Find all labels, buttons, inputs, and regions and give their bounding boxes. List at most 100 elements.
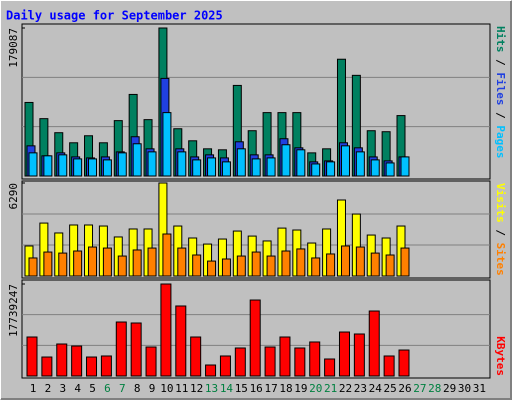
bar [132, 143, 142, 177]
bar [368, 310, 380, 377]
x-tick-label: 28 [428, 382, 441, 395]
bar [58, 154, 68, 177]
x-tick-label: 6 [104, 382, 111, 395]
y-tick-label: 17739247 [7, 284, 20, 337]
legend-entry: Pages [494, 125, 507, 158]
bar [398, 349, 410, 377]
bar [385, 162, 395, 177]
bar [296, 149, 306, 177]
bar [58, 252, 68, 277]
legend: KBytes [494, 336, 507, 376]
bar [88, 246, 98, 277]
x-tick-label: 15 [235, 382, 248, 395]
bar [160, 283, 172, 377]
bar [205, 364, 217, 377]
bar [251, 251, 261, 277]
legend: Visits / Sites [494, 183, 507, 276]
x-tick-label: 21 [324, 382, 337, 395]
bar [281, 250, 291, 277]
x-tick-label: 12 [190, 382, 203, 395]
bar [294, 347, 306, 377]
x-tick-label: 29 [443, 382, 456, 395]
bar [177, 247, 187, 277]
x-tick-label: 14 [220, 382, 234, 395]
bar [236, 255, 246, 277]
x-tick-label: 10 [160, 382, 173, 395]
x-tick-label: 31 [473, 382, 486, 395]
x-tick-label: 20 [309, 382, 322, 395]
chart-title: Daily usage for September 2025 [6, 9, 223, 23]
x-tick-label: 16 [250, 382, 263, 395]
legend: Hits / Files / Pages [494, 26, 507, 159]
bar [370, 159, 380, 177]
legend-entry: Sites [494, 243, 507, 276]
bar [102, 159, 112, 177]
bar [28, 152, 38, 177]
bar [117, 152, 127, 177]
legend-separator: / [494, 53, 507, 73]
bar [370, 252, 380, 277]
bar [400, 247, 410, 277]
legend-entry: Visits [494, 183, 507, 223]
legend-entry: KBytes [494, 336, 507, 376]
bar [355, 151, 365, 177]
x-tick-label: 4 [74, 382, 81, 395]
x-tick-label: 1 [30, 382, 37, 395]
bar [100, 355, 112, 377]
x-tick-label: 19 [294, 382, 307, 395]
bar [41, 356, 53, 377]
bar [162, 112, 172, 177]
x-tick-label: 2 [45, 382, 52, 395]
x-tick-label: 25 [383, 382, 396, 395]
bar [338, 331, 350, 377]
bar [56, 343, 68, 377]
bar [266, 255, 276, 277]
x-tick-label: 24 [369, 382, 383, 395]
x-tick-label: 8 [134, 382, 141, 395]
x-tick-label: 13 [205, 382, 218, 395]
y-tick-label: 179087 [7, 28, 20, 68]
bar [340, 145, 350, 177]
bar [207, 157, 217, 177]
bar [383, 355, 395, 377]
x-tick-label: 17 [264, 382, 277, 395]
y-tick-label: 6290 [7, 183, 20, 210]
x-tick-label: 5 [89, 382, 96, 395]
bar [385, 254, 395, 277]
bar [251, 158, 261, 177]
bar [192, 159, 202, 177]
bar [71, 345, 83, 377]
bar [192, 254, 202, 277]
x-tick-label: 9 [149, 382, 156, 395]
bar [175, 305, 187, 377]
bar [221, 258, 231, 277]
bar [73, 250, 83, 277]
bar [28, 257, 38, 277]
bar [147, 151, 157, 177]
bar [130, 322, 142, 377]
x-tick-label: 23 [354, 382, 367, 395]
x-tick-label: 26 [398, 382, 411, 395]
bar [353, 333, 365, 377]
bar [249, 299, 261, 377]
bar [326, 253, 336, 277]
x-tick-label: 7 [119, 382, 126, 395]
bar [296, 248, 306, 277]
bar [190, 336, 202, 377]
bar [311, 163, 321, 177]
legend-separator: / [494, 106, 507, 126]
bar [400, 156, 410, 177]
bar [311, 257, 321, 277]
legend-entry: Hits [494, 26, 507, 53]
x-tick-label: 22 [339, 382, 352, 395]
x-tick-label: 11 [175, 382, 188, 395]
bar [162, 233, 172, 277]
bar [26, 336, 38, 377]
bar [309, 341, 321, 377]
x-tick-label: 3 [59, 382, 66, 395]
bar [147, 247, 157, 277]
bar [340, 245, 350, 277]
bar [266, 157, 276, 177]
